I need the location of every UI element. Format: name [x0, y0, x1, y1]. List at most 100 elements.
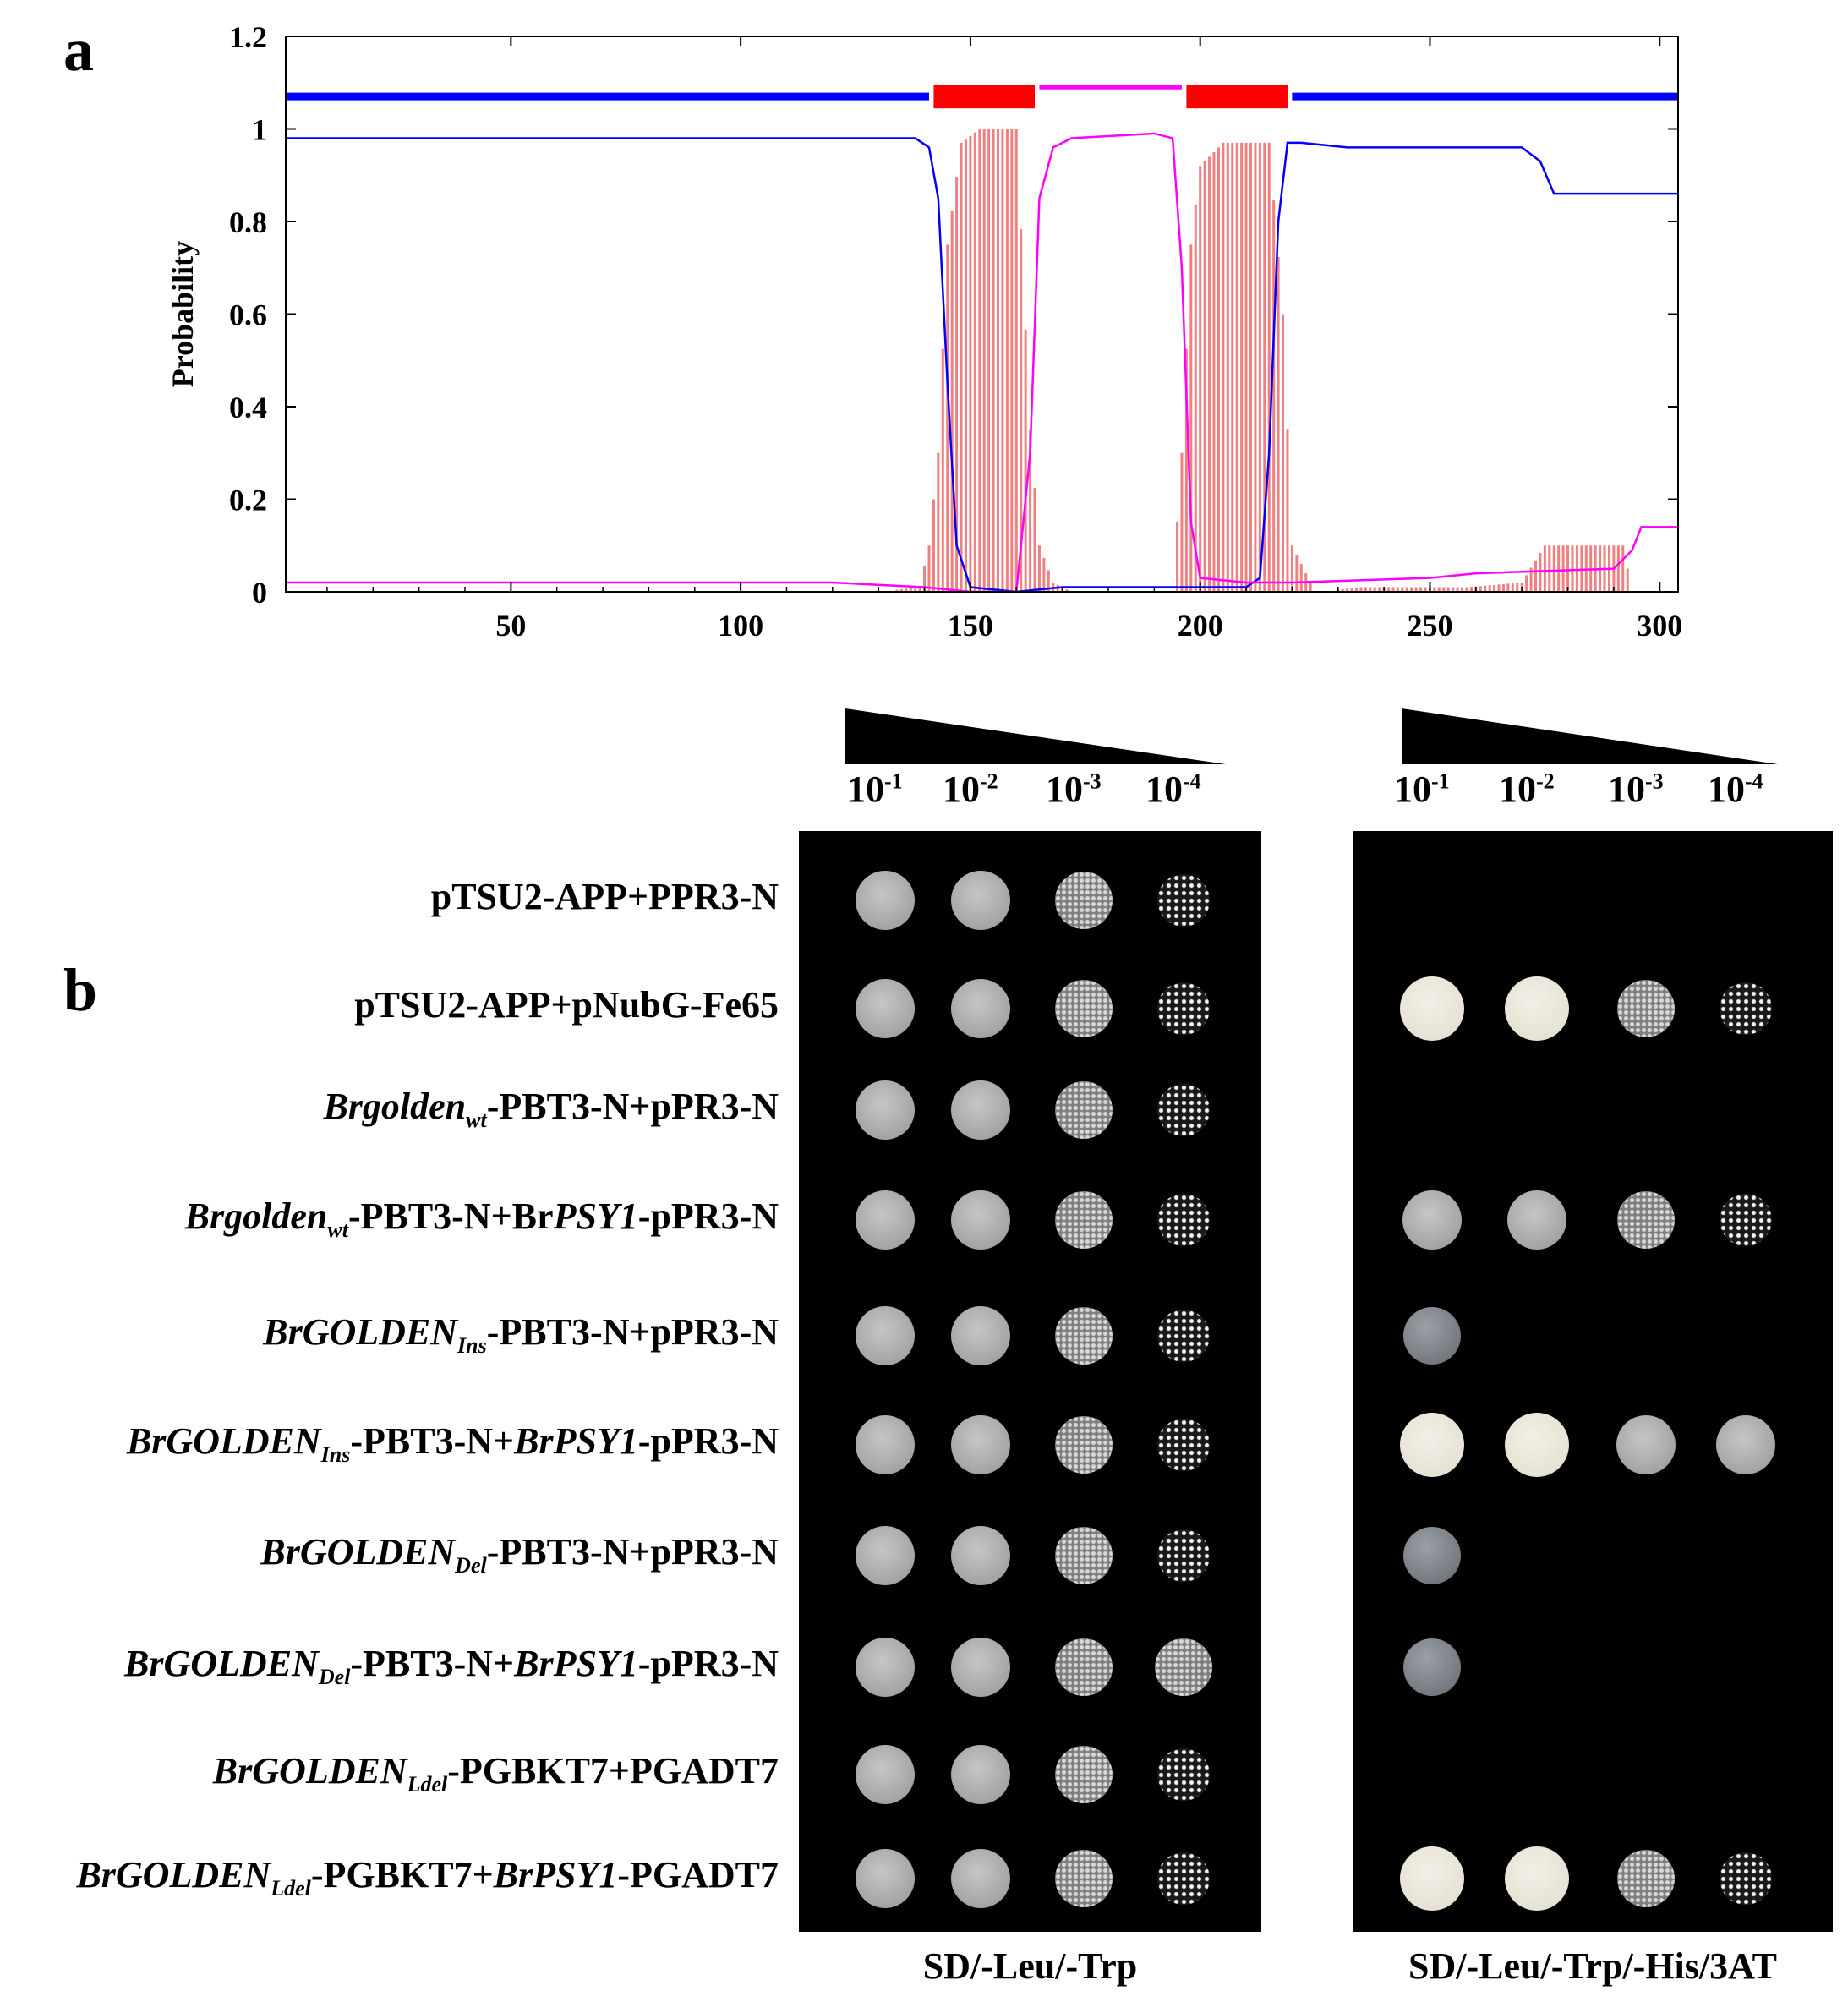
media-label-right: SD/-Leu/-Trp/-His/3AT: [1408, 1945, 1777, 1987]
yeast-spot-left: [1155, 1638, 1212, 1696]
strain-label: Brgoldenwt-PBT3-N+BrPSY1-pPR3-N: [185, 1195, 779, 1243]
panel-a-letter: a: [63, 16, 94, 84]
dilution-base: 10: [1708, 769, 1745, 810]
x-tick-label: 250: [1407, 609, 1452, 643]
yeast-spot-right: [1617, 1191, 1675, 1249]
strain-label-text: -PBT3-N+: [350, 1643, 515, 1684]
y-tick-label: 0.6: [229, 298, 267, 332]
yeast-spot-left: [951, 871, 1010, 930]
strain-label-text: -pPR3-N: [637, 1420, 779, 1462]
y-tick-label: 0.2: [229, 484, 267, 517]
dilution-base: 10: [847, 769, 884, 810]
yeast-spot-right: [1617, 1850, 1675, 1907]
y-tick-label: 0.8: [229, 205, 267, 239]
media-label-left: SD/-Leu/-Trp: [922, 1945, 1138, 1987]
dilution-exponent: -3: [1083, 769, 1102, 794]
topology-transmembrane-segment: [1186, 85, 1288, 109]
inside-probability-line: [286, 137, 1678, 593]
strain-label: pTSU2-APP+pNubG-Fe65: [354, 983, 779, 1026]
yeast-spot-right: [1403, 1638, 1461, 1696]
dilution-label: 10-1: [847, 768, 903, 811]
strain-label-italic: BrGOLDEN: [126, 1420, 321, 1462]
yeast-spot-left: [1157, 1529, 1210, 1582]
strain-label-italic: BrGOLDEN: [263, 1311, 458, 1353]
dilution-label: 10-2: [1499, 768, 1555, 811]
yeast-spot-left: [1157, 874, 1210, 927]
yeast-spot-left: [1157, 1194, 1210, 1246]
yeast-spot-left: [856, 1306, 915, 1365]
yeast-spot-right: [1400, 976, 1464, 1041]
strain-label-text: -PBT3-N+pPR3-N: [486, 1531, 779, 1573]
yeast-spot-left: [1055, 1850, 1113, 1907]
dilution-gradient-triangle-left: [845, 708, 1226, 764]
dilution-label: 10-2: [943, 768, 998, 811]
yeast-spot-right: [1720, 1194, 1772, 1246]
yeast-spot-left: [1157, 1310, 1210, 1362]
yeast-spot-left: [1055, 1307, 1113, 1365]
dilution-base: 10: [1145, 769, 1183, 810]
yeast-spot-right: [1507, 1190, 1566, 1250]
yeast-spot-left: [1055, 872, 1113, 929]
outside-probability-line: [286, 132, 1678, 593]
yeast-spot-left: [1157, 982, 1210, 1035]
x-tick-label: 200: [1178, 609, 1223, 643]
strain-label-text: -PBT3-N+Br: [347, 1195, 554, 1237]
dilution-base: 10: [1499, 769, 1536, 810]
yeast-spot-right: [1716, 1415, 1775, 1474]
dilution-base: 10: [943, 769, 980, 810]
topology-chart: 0 0.2 0.4 0.6 0.8 1 1.2 50 100 150 200 250 300 Probab…: [166, 20, 1682, 643]
yeast-spot-left: [856, 979, 915, 1038]
strain-label-italic: BrGOLDEN: [76, 1854, 271, 1895]
strain-label-italic: BrPSY1: [514, 1420, 638, 1462]
yeast-spot-left: [1157, 1084, 1210, 1136]
yeast-spot-left: [951, 1306, 1010, 1365]
yeast-spot-right: [1505, 1846, 1569, 1911]
yeast-spot-left: [1055, 1081, 1113, 1139]
yeast-spot-left: [951, 1849, 1010, 1908]
yeast-spot-left: [951, 1526, 1010, 1585]
dilution-exponent: -4: [1745, 769, 1763, 794]
dilution-exponent: -1: [884, 769, 903, 794]
strain-label-italic: Brgolden: [184, 1195, 328, 1237]
yeast-spot-right: [1720, 982, 1772, 1035]
yeast-spot-left: [951, 1415, 1010, 1474]
y-tick-label: 0.4: [229, 391, 267, 424]
yeast-spot-left: [856, 1080, 915, 1140]
yeast-spot-right: [1616, 1415, 1676, 1474]
topology-transmembrane-segment: [933, 85, 1036, 109]
strain-label-text: -PGBKT7+: [310, 1854, 494, 1895]
yeast-spot-right: [1403, 1307, 1461, 1365]
yeast-spot-right: [1400, 1846, 1464, 1911]
dilution-base: 10: [1608, 769, 1645, 810]
yeast-spot-left: [1055, 1416, 1113, 1474]
strain-label-text: -pPR3-N: [637, 1643, 779, 1684]
dilution-label: 10-4: [1145, 768, 1201, 811]
dilution-label: 10-3: [1046, 768, 1102, 811]
strain-label-text: -PBT3-N+pPR3-N: [486, 1311, 779, 1353]
strain-label-italic: BrGOLDEN: [124, 1643, 319, 1684]
strain-label: BrGOLDENLdel-PGBKT7+PGADT7: [213, 1749, 779, 1797]
gradient-wedge: [1402, 708, 1778, 764]
strain-label-subscript: Ldel: [271, 1876, 311, 1901]
strain-label-subscript: Ins: [457, 1333, 487, 1358]
yeast-spot-left: [1055, 980, 1113, 1037]
yeast-spot-right: [1402, 1190, 1462, 1250]
yeast-spot-left: [1157, 1852, 1210, 1905]
plot-frame: [285, 36, 1679, 593]
yeast-spot-left: [951, 1080, 1010, 1140]
yeast-spot-right: [1720, 1852, 1772, 1905]
yeast-spot-left: [856, 1190, 915, 1250]
yeast-spot-left: [951, 1745, 1010, 1804]
strain-label-text: -PBT3-N+pPR3-N: [486, 1086, 779, 1127]
strain-label-italic: PSY1: [553, 1195, 638, 1237]
dilution-base: 10: [1046, 769, 1083, 810]
y-axis-label: Probability: [166, 241, 200, 387]
dilution-label: 10-4: [1708, 768, 1763, 811]
y-tick-label: 0: [252, 576, 267, 610]
dilution-label: 10-1: [1394, 768, 1450, 811]
yeast-spot-left: [1055, 1191, 1113, 1249]
strain-label-italic: BrGOLDEN: [212, 1750, 407, 1791]
yeast-spot-left: [951, 1190, 1010, 1250]
yeast-spot-left: [1157, 1748, 1210, 1801]
strain-label: BrGOLDENDel-PBT3-N+pPR3-N: [260, 1530, 779, 1578]
